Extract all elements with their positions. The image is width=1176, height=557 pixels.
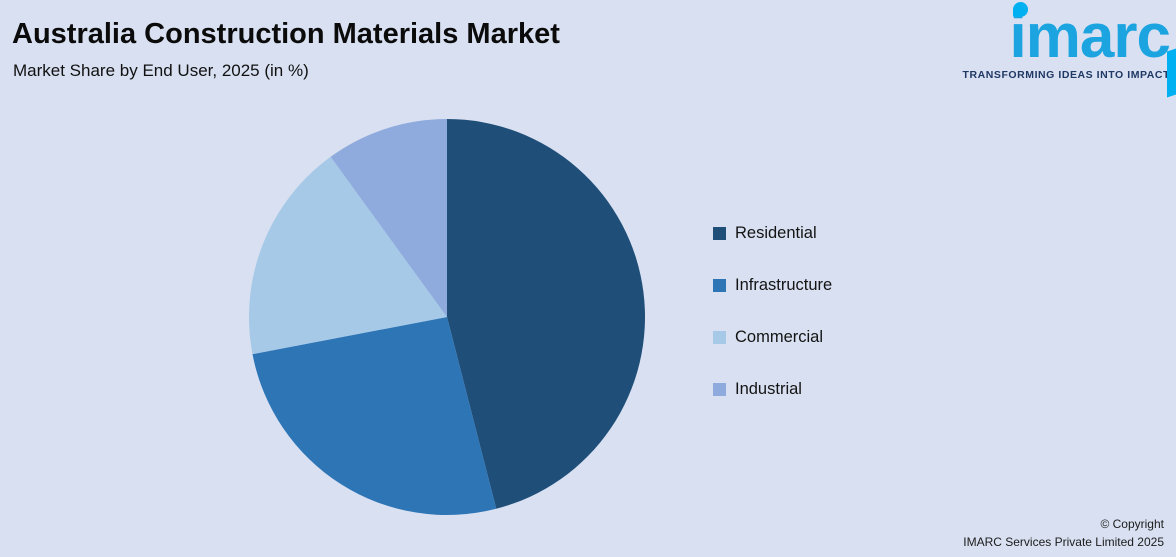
pie-slice-industrial	[330, 119, 447, 317]
imarc-logo-text: imarc	[1010, 2, 1171, 68]
imarc-wordmark: imarc	[1009, 2, 1171, 71]
pie-slice-infrastructure	[252, 317, 497, 515]
legend-swatch-icon	[713, 331, 726, 344]
legend-swatch-icon	[713, 383, 726, 396]
legend-label: Residential	[735, 224, 817, 242]
pie-chart-svg	[249, 119, 646, 515]
legend-label: Commercial	[735, 328, 824, 346]
pie-slice-residential	[447, 119, 646, 509]
legend-swatch-icon	[713, 227, 726, 240]
legend-label: Industrial	[735, 380, 802, 398]
legend-item-residential: Residential	[713, 224, 832, 243]
legend-swatch-icon	[713, 279, 726, 292]
legend-item-infrastructure: Infrastructure	[713, 276, 832, 295]
legend-label: Infrastructure	[735, 276, 833, 294]
pie-chart	[247, 117, 647, 517]
legend-item-commercial: Commercial	[713, 328, 832, 347]
page-subtitle: Market Share by End User, 2025 (in %)	[13, 61, 309, 80]
copyright-line2: IMARC Services Private Limited 2025	[963, 535, 1164, 549]
imarc-logo-dot-icon	[1012, 2, 1028, 17]
page-title: Australia Construction Materials Market	[12, 18, 560, 50]
copyright: © Copyright IMARC Services Private Limit…	[963, 515, 1164, 551]
imarc-logo-tagline: TRANSFORMING IDEAS INTO IMPACT	[962, 68, 1170, 81]
imarc-logo: imarc TRANSFORMING IDEAS INTO IMPACT	[962, 2, 1171, 81]
pie-slice-commercial	[249, 156, 447, 355]
legend-item-industrial: Industrial	[713, 380, 832, 399]
legend: Residential Infrastructure Commercial Indus…	[713, 224, 832, 399]
logo-accent-shape	[1167, 48, 1176, 98]
copyright-line1: © Copyright	[1100, 517, 1164, 531]
